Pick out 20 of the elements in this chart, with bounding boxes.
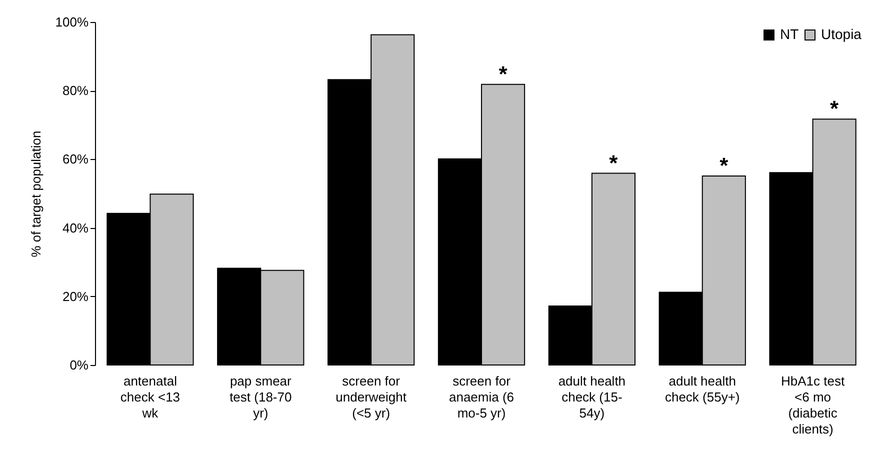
x-tick-label: adult health check (55y+) <box>664 374 740 404</box>
y-tick-label: 100% <box>55 14 89 30</box>
annotation: * <box>830 96 840 122</box>
x-tick-label: HbA1c test <6 mo (diabetic clients) <box>780 374 845 436</box>
y-tick-label: 80% <box>62 83 89 98</box>
x-tick-label: screen for underweight (<5 yr) <box>336 374 407 420</box>
y-axis-title: % of target population <box>28 130 44 258</box>
y-tick-label: 20% <box>62 288 89 304</box>
y-tick-label: 0% <box>70 358 89 372</box>
x-tick-label: adult health check (15-54y) <box>558 374 626 420</box>
legend-label: Utopia <box>821 26 862 42</box>
annotation: * <box>498 61 508 86</box>
y-tick-label: 40% <box>62 220 89 236</box>
legend-label: NT <box>780 26 800 42</box>
y-tick-label: 60% <box>62 152 89 167</box>
annotation: * <box>720 153 729 178</box>
x-tick-label: pap smear test (18-70 yr) <box>230 374 292 420</box>
x-tick-label: screen for anaemia (6 mo-5 yr) <box>448 374 514 420</box>
annotation: * <box>609 150 618 176</box>
x-tick-label: antenatal check <13 wk <box>120 374 180 420</box>
